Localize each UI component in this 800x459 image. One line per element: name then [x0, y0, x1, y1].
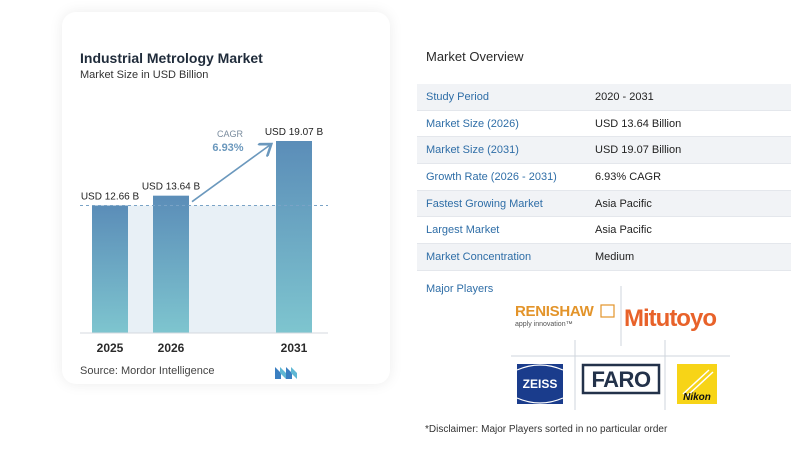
chart-title: Industrial Metrology Market — [80, 50, 263, 66]
bar-2031 — [276, 141, 312, 333]
zeiss-badge-icon — [517, 364, 563, 404]
overview-value: Asia Pacific — [595, 224, 652, 237]
x-tick-label: 2026 — [158, 341, 185, 355]
overview-value: Asia Pacific — [595, 197, 652, 210]
renishaw-wordmark: RENISHAW — [515, 303, 595, 320]
player-logos: RENISHAW apply innovation™ Mitutoyo ZEIS… — [511, 286, 730, 410]
value-label: USD 12.66 B — [81, 192, 140, 203]
disclaimer: *Disclaimer: Major Players sorted in no … — [425, 424, 668, 435]
overview-row: Market Size (2031) USD 19.07 Billion — [417, 137, 791, 165]
baseline-shade — [128, 205, 276, 333]
overview-row: Market Size (2026) USD 13.64 Billion — [417, 111, 791, 138]
value-label: USD 19.07 B — [265, 127, 324, 138]
overview-row: Growth Rate (2026 - 2031) 6.93% CAGR — [417, 164, 791, 191]
overview-row: Study Period 2020 - 2031 — [417, 84, 791, 111]
overview-table: Study Period 2020 - 2031 Market Size (20… — [417, 84, 791, 271]
overview-row: Market Concentration Medium — [417, 244, 791, 271]
zeiss-logo: ZEISS — [516, 364, 564, 404]
mitutoyo-logo: Mitutoyo — [624, 305, 716, 332]
overview-label: Market Size (2026) — [426, 117, 519, 130]
mordor-logo-icon — [275, 367, 297, 379]
overview-value: USD 13.64 Billion — [595, 117, 682, 130]
faro-frame-icon — [581, 363, 661, 395]
bar-2025 — [92, 205, 128, 333]
nikon-wordmark: Nikon — [683, 392, 711, 403]
renishaw-logo: RENISHAW apply innovation™ — [515, 303, 615, 328]
overview-title: Market Overview — [426, 49, 524, 64]
overview-label: Market Size (2031) — [426, 144, 519, 157]
overview-label: Growth Rate (2026 - 2031) — [426, 170, 557, 183]
faro-logo: FARO — [581, 363, 661, 395]
chart-subtitle: Market Size in USD Billion — [80, 69, 209, 81]
bar-2026 — [153, 195, 189, 333]
overview-value: Medium — [595, 250, 635, 263]
overview-label: Market Concentration — [426, 250, 532, 263]
faro-wordmark: FARO — [591, 367, 651, 392]
overview-label: Fastest Growing Market — [426, 197, 543, 210]
overview-label: Largest Market — [426, 224, 500, 237]
overview-value: 6.93% CAGR — [595, 170, 662, 183]
value-label: USD 13.64 B — [142, 182, 201, 193]
chart-card: USD 12.66 B USD 13.64 B USD 19.07 B 2025 202… — [62, 12, 390, 384]
renishaw-mark-icon — [600, 304, 615, 318]
renishaw-tagline: apply innovation™ — [515, 321, 573, 328]
x-tick-label: 2025 — [97, 341, 124, 355]
overview-label: Study Period — [426, 90, 489, 103]
nikon-logo: Nikon — [677, 364, 717, 404]
cagr-label: CAGR — [217, 129, 244, 139]
x-tick-label: 2031 — [281, 341, 308, 355]
nikon-badge-icon — [677, 364, 717, 404]
zeiss-wordmark: ZEISS — [523, 377, 558, 391]
cagr-arrow — [191, 145, 270, 203]
source-text: Source: Mordor Intelligence — [80, 365, 215, 377]
overview-row: Fastest Growing Market Asia Pacific — [417, 190, 791, 218]
overview-row: Largest Market Asia Pacific — [417, 217, 791, 245]
overview-value: 2020 - 2031 — [595, 90, 654, 103]
cagr-value: 6.93% — [212, 142, 243, 154]
overview-value: USD 19.07 Billion — [595, 144, 682, 157]
major-players-label: Major Players — [426, 283, 494, 295]
